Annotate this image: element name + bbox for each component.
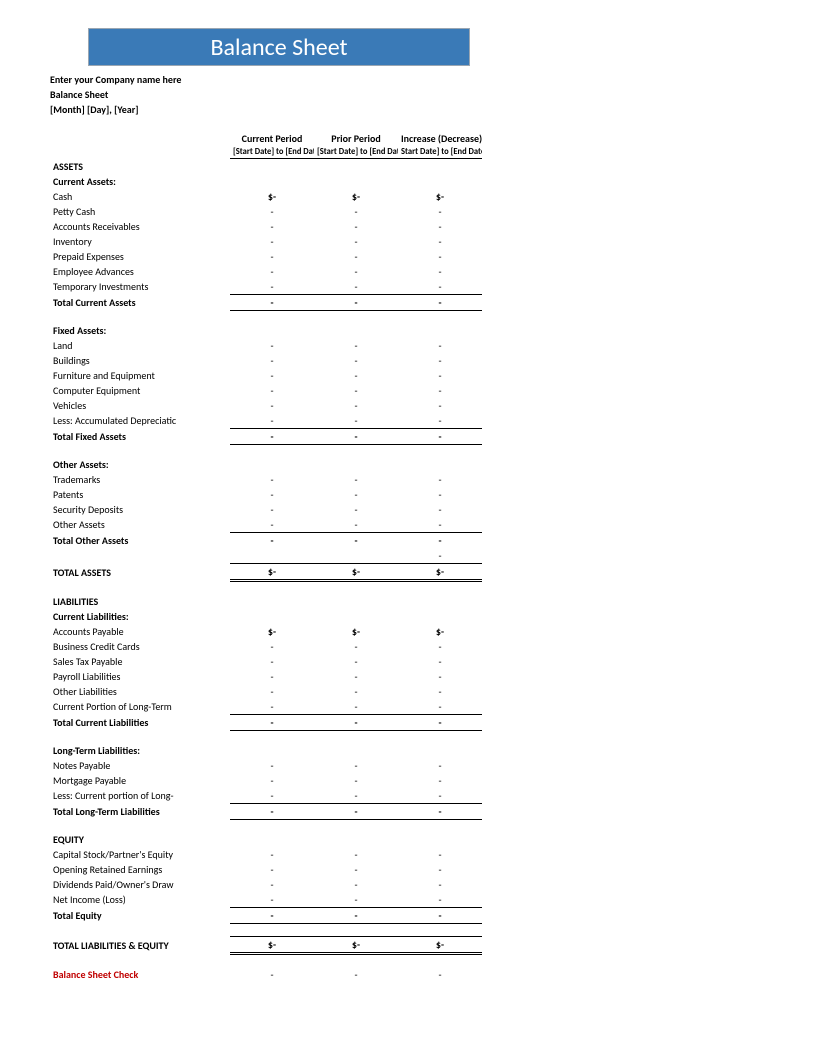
total-equity: Total Equity--- bbox=[50, 907, 482, 923]
row-petty-cash: Petty Cash--- bbox=[50, 204, 482, 219]
liabilities-heading: LIABILITIES bbox=[50, 594, 230, 609]
col-increase-decrease: Increase (Decrease) bbox=[398, 131, 482, 146]
assets-heading: ASSETS bbox=[50, 159, 230, 174]
row-notes: Notes Payable--- bbox=[50, 758, 482, 773]
row-vehicles: Vehicles--- bbox=[50, 398, 482, 413]
long-term-liabilities-heading: Long-Term Liabilities: bbox=[50, 743, 230, 758]
row-net-income: Net Income (Loss)--- bbox=[50, 892, 482, 908]
other-assets-heading: Other Assets: bbox=[50, 457, 230, 472]
row-cpltd: Current Portion of Long-Term--- bbox=[50, 699, 482, 715]
current-assets-heading: Current Assets: bbox=[50, 174, 230, 189]
row-depreciation: Less: Accumulated Depreciatic--- bbox=[50, 413, 482, 429]
row-prepaid: Prepaid Expenses--- bbox=[50, 249, 482, 264]
total-long-term-liabilities: Total Long-Term Liabilities--- bbox=[50, 803, 482, 819]
balance-sheet-page: Balance Sheet Enter your Company name he… bbox=[0, 0, 817, 1032]
company-name: Enter your Company name here bbox=[50, 72, 767, 87]
equity-heading: EQUITY bbox=[50, 832, 230, 847]
col-current-sub: [Start Date] to [End Date] bbox=[230, 146, 314, 159]
total-fixed-assets: Total Fixed Assets--- bbox=[50, 428, 482, 444]
col-current-period: Current Period bbox=[230, 131, 314, 146]
row-mortgage: Mortgage Payable--- bbox=[50, 773, 482, 788]
row-trademarks: Trademarks--- bbox=[50, 472, 482, 487]
row-inventory: Inventory--- bbox=[50, 234, 482, 249]
balance-sheet-table: Current Period Prior Period Increase (De… bbox=[50, 131, 482, 982]
col-prior-period: Prior Period bbox=[314, 131, 398, 146]
col-prior-sub: [Start Date] to [End Date] bbox=[314, 146, 398, 159]
row-sales-tax: Sales Tax Payable--- bbox=[50, 654, 482, 669]
col-increase-sub: Start Date] to [End Date] bbox=[398, 146, 482, 159]
row-furniture: Furniture and Equipment--- bbox=[50, 368, 482, 383]
document-meta: Enter your Company name here Balance She… bbox=[50, 72, 767, 117]
row-ap: Accounts Payable$-$-$- bbox=[50, 624, 482, 639]
current-liabilities-heading: Current Liabilities: bbox=[50, 609, 230, 624]
total-current-liabilities: Total Current Liabilities--- bbox=[50, 714, 482, 730]
row-advances: Employee Advances--- bbox=[50, 264, 482, 279]
row-other-assets: Other Assets--- bbox=[50, 517, 482, 533]
balance-sheet-check: Balance Sheet Check--- bbox=[50, 967, 482, 982]
row-retained: Opening Retained Earnings--- bbox=[50, 862, 482, 877]
row-ar: Accounts Receivables--- bbox=[50, 219, 482, 234]
total-liabilities-equity: TOTAL LIABILITIES & EQUITY$-$-$- bbox=[50, 936, 482, 953]
row-dividends: Dividends Paid/Owner's Draw--- bbox=[50, 877, 482, 892]
row-buildings: Buildings--- bbox=[50, 353, 482, 368]
row-temp-inv: Temporary Investments--- bbox=[50, 279, 482, 295]
row-extra-dash: - bbox=[50, 548, 482, 564]
row-cash: Cash$-$-$- bbox=[50, 189, 482, 204]
row-patents: Patents--- bbox=[50, 487, 482, 502]
column-header-row: Current Period Prior Period Increase (De… bbox=[50, 131, 482, 146]
total-current-assets: Total Current Assets--- bbox=[50, 294, 482, 310]
document-date: [Month] [Day], [Year] bbox=[50, 102, 767, 117]
row-land: Land--- bbox=[50, 338, 482, 353]
total-assets: TOTAL ASSETS$-$-$- bbox=[50, 563, 482, 580]
row-less-cpltd: Less: Current portion of Long---- bbox=[50, 788, 482, 804]
document-title: Balance Sheet bbox=[50, 87, 767, 102]
row-deposits: Security Deposits--- bbox=[50, 502, 482, 517]
row-payroll: Payroll Liabilities--- bbox=[50, 669, 482, 684]
row-capital: Capital Stock/Partner's Equity--- bbox=[50, 847, 482, 862]
total-other-assets: Total Other Assets--- bbox=[50, 532, 482, 548]
title-banner: Balance Sheet bbox=[88, 28, 470, 66]
row-computer: Computer Equipment--- bbox=[50, 383, 482, 398]
row-other-liab: Other Liabilities--- bbox=[50, 684, 482, 699]
row-cc: Business Credit Cards--- bbox=[50, 639, 482, 654]
fixed-assets-heading: Fixed Assets: bbox=[50, 323, 230, 338]
column-subheader-row: [Start Date] to [End Date] [Start Date] … bbox=[50, 146, 482, 159]
